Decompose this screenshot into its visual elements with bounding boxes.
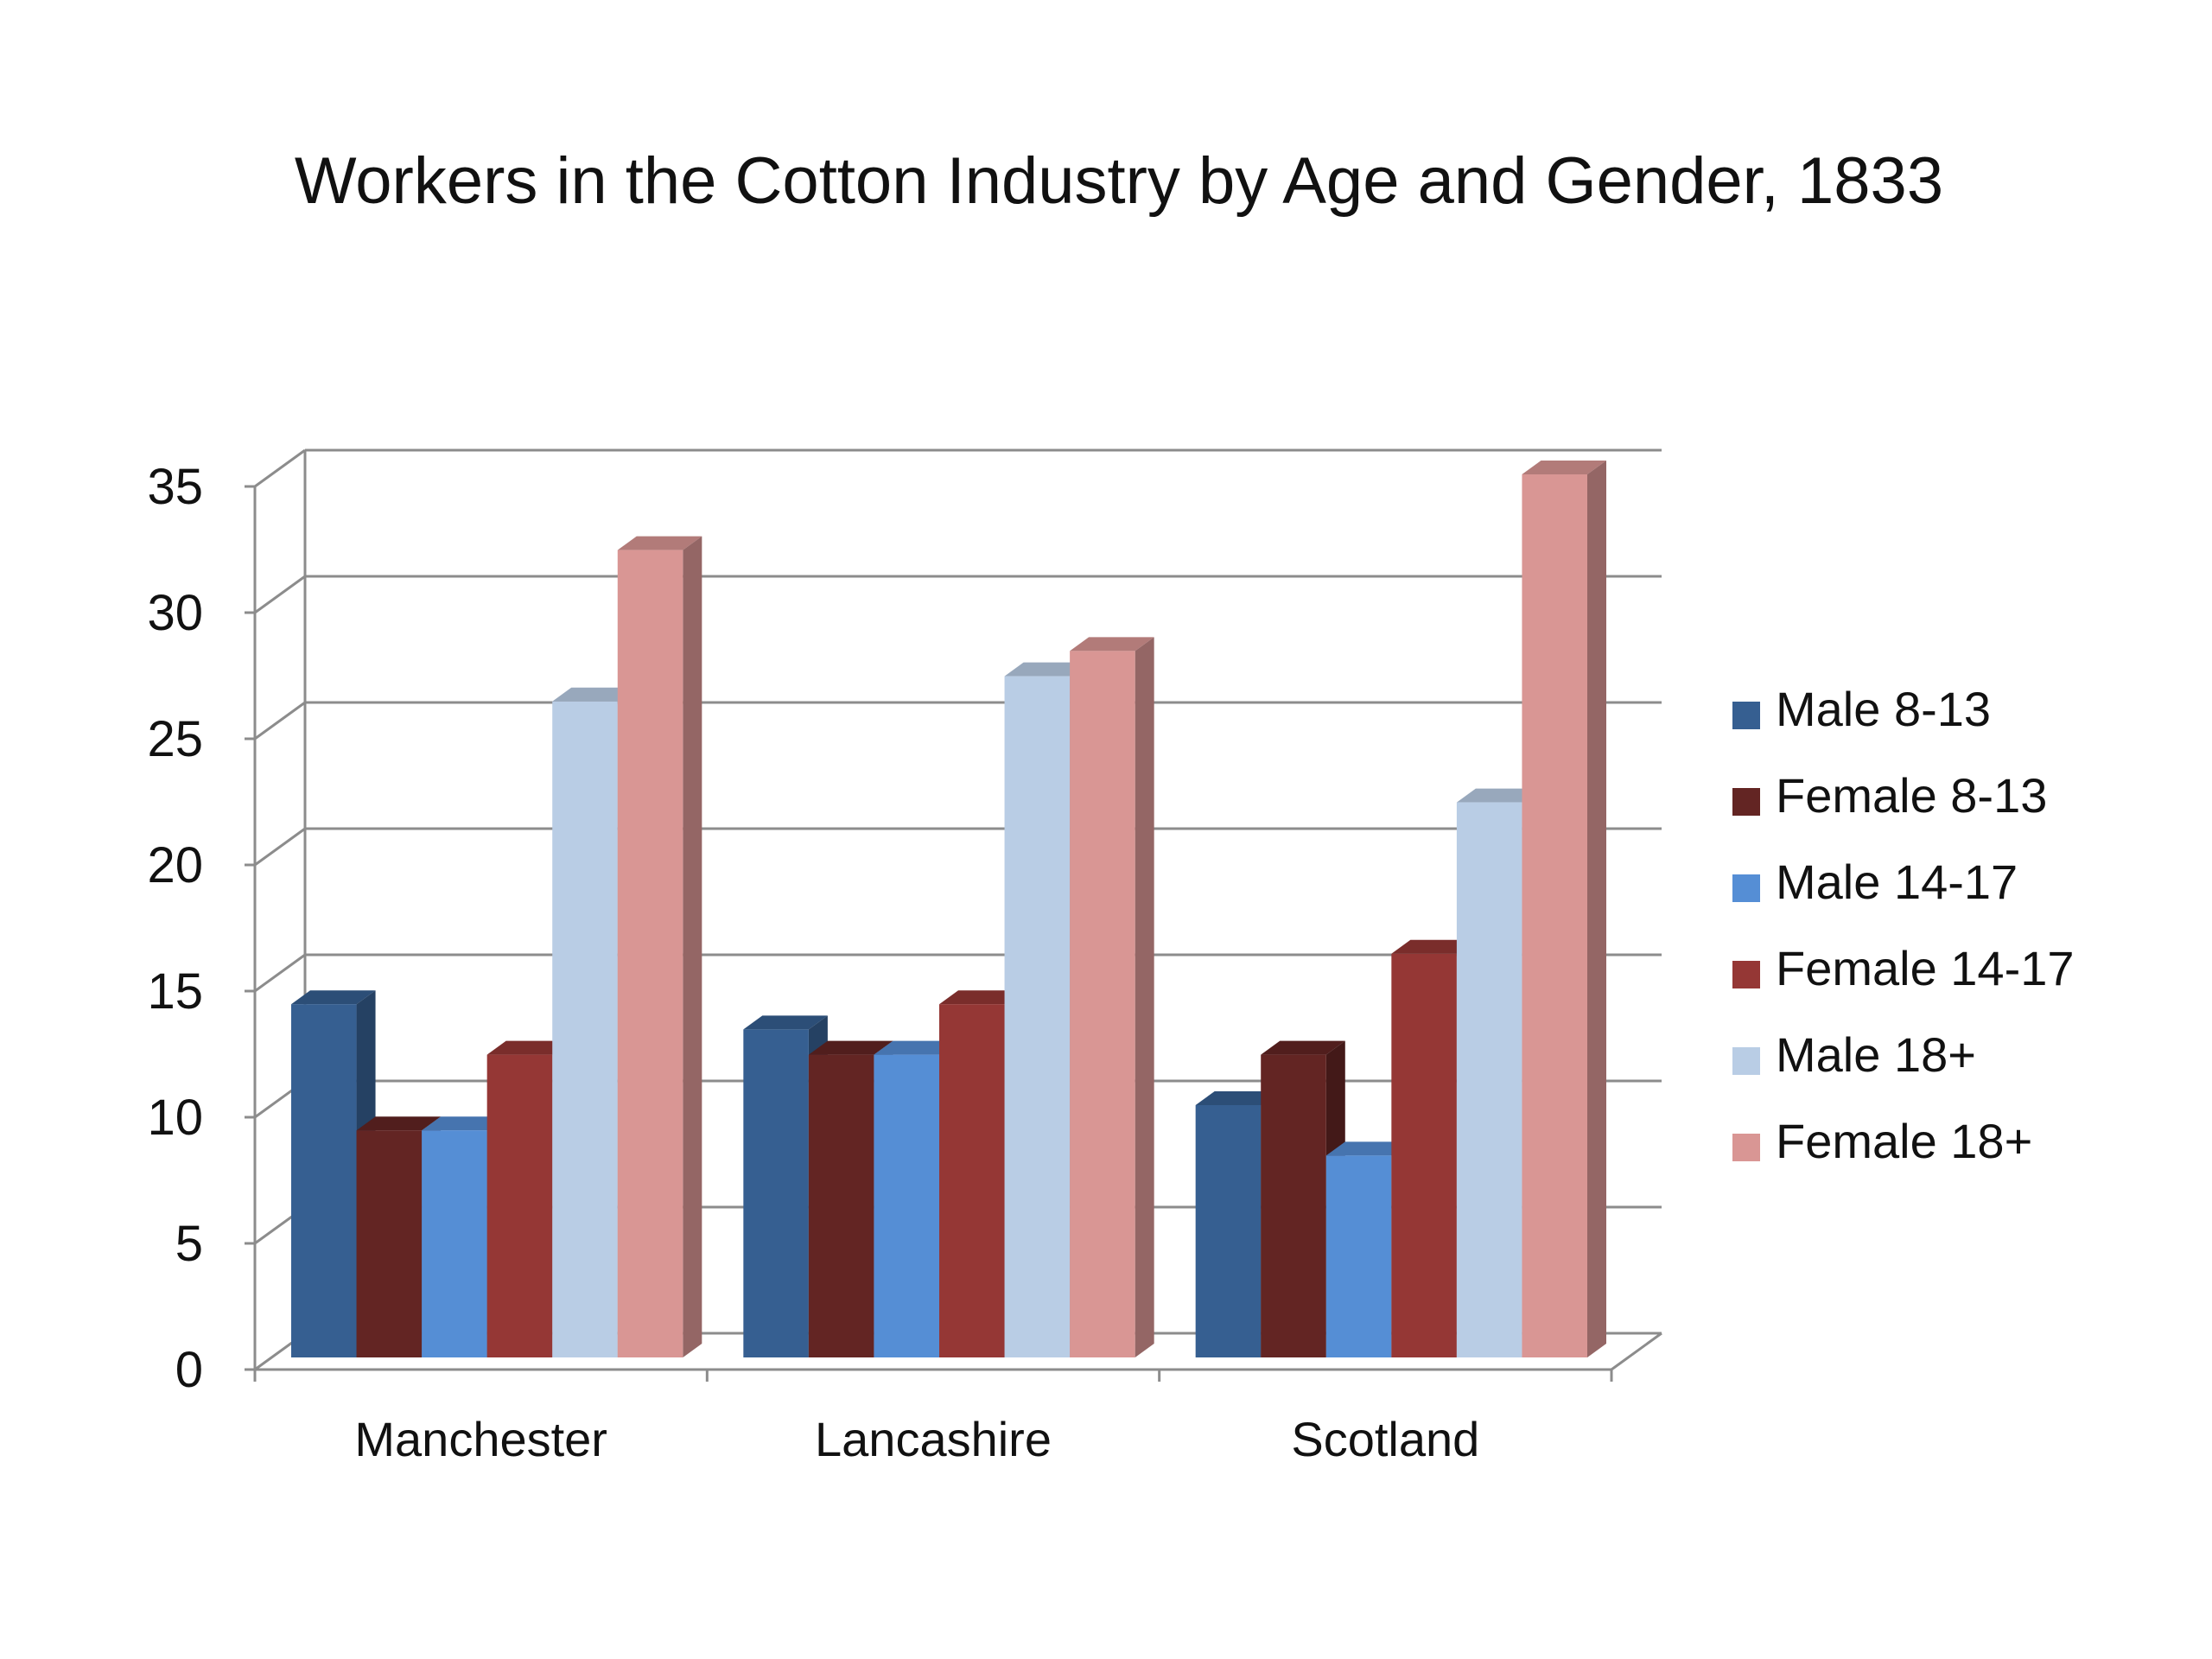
bar-front — [1070, 651, 1135, 1357]
floor-edge — [1611, 1332, 1662, 1371]
gridline-side — [254, 448, 306, 488]
bar-front — [552, 701, 618, 1357]
legend-item: Male 18+ — [1732, 1027, 1976, 1082]
bar-side — [1587, 461, 1606, 1357]
bar-front — [356, 1130, 423, 1357]
legend-label: Male 18+ — [1776, 1027, 1976, 1082]
legend-label: Female 14-17 — [1776, 941, 2075, 995]
bars — [291, 461, 1606, 1357]
y-tick-label: 35 — [147, 459, 203, 515]
x-tick-label: Scotland — [1291, 1412, 1479, 1466]
bar — [1070, 637, 1154, 1357]
legend-swatch — [1732, 788, 1760, 816]
x-tick-label: Lancashire — [815, 1412, 1052, 1466]
legend-label: Female 8-13 — [1776, 768, 2047, 823]
bar-front — [743, 1029, 809, 1357]
y-tick-label: 5 — [175, 1216, 203, 1272]
bar-side — [683, 536, 702, 1357]
bar-top — [1070, 637, 1154, 652]
bar-front — [291, 1004, 357, 1357]
bar-side — [1135, 637, 1154, 1357]
x-tick-labels: Manchester Lancashire Scotland — [354, 1412, 1479, 1466]
legend-swatch — [1732, 874, 1760, 902]
y-tick-label: 10 — [147, 1090, 203, 1146]
bar-top — [422, 1116, 506, 1131]
bar-front — [1195, 1105, 1262, 1357]
legend-item: Male 14-17 — [1732, 855, 2018, 909]
bar-front — [1325, 1155, 1392, 1357]
legend-item: Female 8-13 — [1732, 768, 2047, 823]
bar — [617, 536, 702, 1357]
bar-top — [356, 1116, 442, 1131]
legend-swatch — [1732, 1047, 1760, 1075]
bar-top — [552, 687, 637, 702]
bar-top — [617, 536, 702, 550]
bar-front — [874, 1054, 939, 1357]
bar-front — [617, 550, 683, 1357]
y-tick-label: 25 — [147, 711, 203, 767]
gridline-side — [254, 827, 306, 867]
bar-front — [1456, 802, 1522, 1357]
bar-front — [1522, 474, 1587, 1357]
bar-top — [1004, 662, 1090, 677]
bar — [1522, 461, 1606, 1357]
x-tick-label: Manchester — [354, 1412, 607, 1466]
bar-top — [486, 1040, 572, 1055]
bar-front — [1261, 1054, 1326, 1357]
legend-item: Male 8-13 — [1732, 682, 1991, 736]
bar-front — [422, 1130, 487, 1357]
bar-front — [1004, 676, 1071, 1357]
bar-front — [808, 1054, 874, 1357]
bar-top — [743, 1015, 828, 1030]
bar-top — [874, 1040, 958, 1055]
gridline-side — [254, 701, 306, 741]
y-tick-label: 0 — [175, 1342, 203, 1398]
bar-front — [486, 1054, 553, 1357]
bar-top — [1522, 461, 1606, 474]
legend-item: Female 14-17 — [1732, 941, 2075, 995]
bar-front — [939, 1004, 1005, 1357]
y-tick-label: 20 — [147, 837, 203, 893]
bar-top — [939, 990, 1024, 1005]
bar-top — [1195, 1091, 1281, 1105]
bar-top — [1261, 1040, 1345, 1055]
bar-top — [1325, 1141, 1411, 1156]
y-tick-label: 30 — [147, 585, 203, 641]
y-tick-label: 15 — [147, 963, 203, 1020]
gridline-side — [254, 575, 306, 614]
bar-front — [1391, 953, 1457, 1357]
legend-swatch — [1732, 961, 1760, 988]
legend-label: Male 14-17 — [1776, 855, 2018, 909]
y-tick-labels: 0 5 10 15 20 25 30 35 — [147, 459, 203, 1398]
gridline-side — [254, 953, 306, 993]
legend-item: Female 18+ — [1732, 1114, 2032, 1168]
bar-top — [291, 990, 376, 1005]
bar-top — [1391, 939, 1476, 954]
bar-top — [1456, 788, 1541, 803]
legend-swatch — [1732, 1134, 1760, 1161]
legend: Male 8-13 Female 8-13 Male 14-17 Female 14-… — [1732, 682, 2075, 1168]
bar-top — [808, 1040, 893, 1055]
legend-label: Male 8-13 — [1776, 682, 1991, 736]
chart-title: Workers in the Cotton Industry by Age an… — [295, 144, 1943, 218]
legend-swatch — [1732, 702, 1760, 729]
legend-label: Female 18+ — [1776, 1114, 2032, 1168]
